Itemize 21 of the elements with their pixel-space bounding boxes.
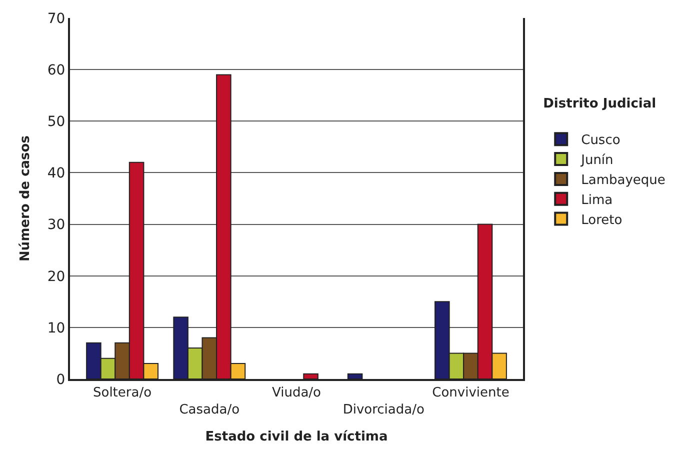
legend-label: Loreto bbox=[581, 212, 622, 228]
legend-title: Distrito Judicial bbox=[543, 96, 656, 112]
y-tick-label: 60 bbox=[47, 62, 66, 78]
y-tick-label: 20 bbox=[47, 268, 66, 285]
y-tick-label: 40 bbox=[47, 166, 66, 182]
x-tick-label: Casada/o bbox=[179, 402, 240, 418]
y-axis-title: Número de casos bbox=[18, 135, 33, 262]
y-tick-label: 50 bbox=[47, 114, 66, 130]
x-tick-label: Soltera/o bbox=[92, 386, 152, 401]
legend-label: Cusco bbox=[581, 133, 620, 148]
legend-label: Lima bbox=[581, 192, 613, 208]
legend-label: Junín bbox=[580, 153, 614, 168]
y-tick-label: 30 bbox=[47, 217, 66, 234]
x-axis-title: Estado civil de la víctima bbox=[205, 430, 388, 445]
y-tick-label: 70 bbox=[47, 10, 66, 27]
y-tick-label: 10 bbox=[47, 320, 66, 336]
legend-label: Lambayeque bbox=[581, 173, 666, 188]
x-tick-label: Viuda/o bbox=[272, 386, 322, 401]
x-tick-label: Divorciada/o bbox=[342, 402, 424, 418]
y-tick-label: 0 bbox=[56, 372, 66, 388]
x-tick-label: Conviviente bbox=[432, 386, 510, 401]
